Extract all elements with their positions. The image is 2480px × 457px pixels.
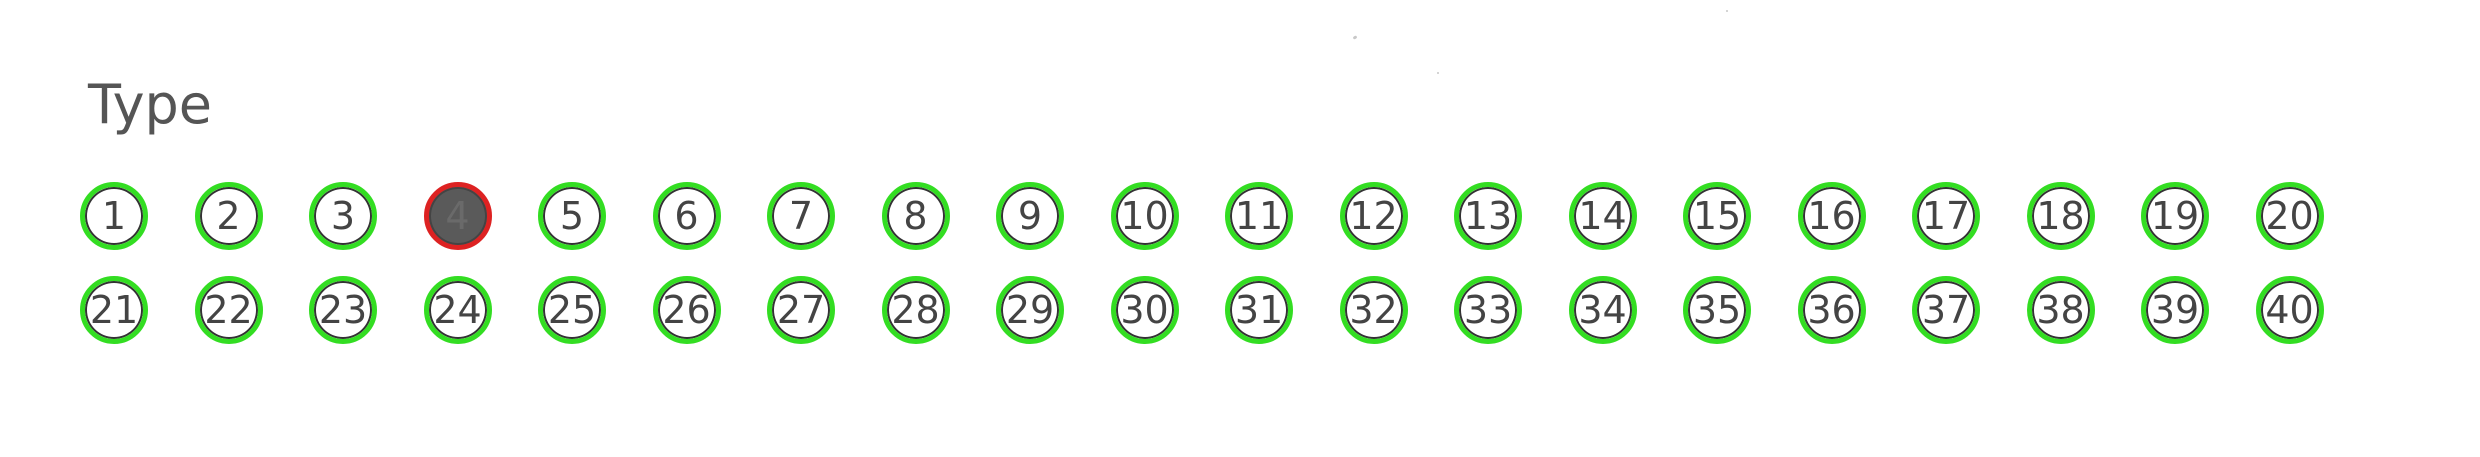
option-bubble-37[interactable]: 37	[1912, 276, 1980, 344]
option-bubble-7[interactable]: 7	[767, 182, 835, 250]
option-bubble-29[interactable]: 29	[996, 276, 1064, 344]
option-bubble-27[interactable]: 27	[767, 276, 835, 344]
option-bubble-40[interactable]: 40	[2255, 276, 2324, 344]
option-bubble-26[interactable]: 26	[652, 276, 721, 344]
option-bubble-3[interactable]: 3	[309, 182, 377, 250]
option-bubble-17[interactable]: 17	[1912, 182, 1980, 250]
option-bubble-5[interactable]: 5	[538, 182, 606, 250]
option-bubble-1[interactable]: 1	[80, 182, 148, 250]
option-bubble-28[interactable]: 28	[881, 276, 950, 344]
option-bubble-grid: 1 2 3 4 5 6 7 8 9 10 11 12 13 14 15 16 17 18 19 20 21 22 23 24 2…	[80, 182, 2324, 344]
option-bubble-21[interactable]: 21	[80, 276, 148, 344]
option-bubble-4[interactable]: 4	[423, 182, 492, 250]
option-bubble-31[interactable]: 31	[1225, 276, 1293, 344]
option-bubble-13[interactable]: 13	[1454, 182, 1522, 250]
scan-speck	[1437, 72, 1439, 74]
option-bubble-23[interactable]: 23	[309, 276, 377, 344]
option-bubble-35[interactable]: 35	[1683, 276, 1751, 344]
option-bubble-18[interactable]: 18	[2026, 182, 2095, 250]
option-bubble-16[interactable]: 16	[1797, 182, 1866, 250]
option-bubble-11[interactable]: 11	[1225, 182, 1293, 250]
option-bubble-2[interactable]: 2	[194, 182, 263, 250]
option-bubble-20[interactable]: 20	[2255, 182, 2324, 250]
option-bubble-10[interactable]: 10	[1110, 182, 1179, 250]
option-bubble-19[interactable]: 19	[2141, 182, 2209, 250]
option-bubble-24[interactable]: 24	[423, 276, 492, 344]
option-bubble-15[interactable]: 15	[1683, 182, 1751, 250]
option-bubble-32[interactable]: 32	[1339, 276, 1408, 344]
scan-speck	[1726, 10, 1728, 12]
option-bubble-22[interactable]: 22	[194, 276, 263, 344]
option-bubble-36[interactable]: 36	[1797, 276, 1866, 344]
option-bubble-38[interactable]: 38	[2026, 276, 2095, 344]
option-bubble-30[interactable]: 30	[1110, 276, 1179, 344]
option-bubble-25[interactable]: 25	[538, 276, 606, 344]
option-bubble-34[interactable]: 34	[1568, 276, 1637, 344]
option-bubble-9[interactable]: 9	[996, 182, 1064, 250]
section-title: Type	[88, 73, 213, 136]
option-bubble-39[interactable]: 39	[2141, 276, 2209, 344]
option-bubble-8[interactable]: 8	[881, 182, 950, 250]
option-bubble-33[interactable]: 33	[1454, 276, 1522, 344]
option-bubble-14[interactable]: 14	[1568, 182, 1637, 250]
scan-speck	[1352, 35, 1358, 40]
option-bubble-6[interactable]: 6	[652, 182, 721, 250]
option-bubble-12[interactable]: 12	[1339, 182, 1408, 250]
